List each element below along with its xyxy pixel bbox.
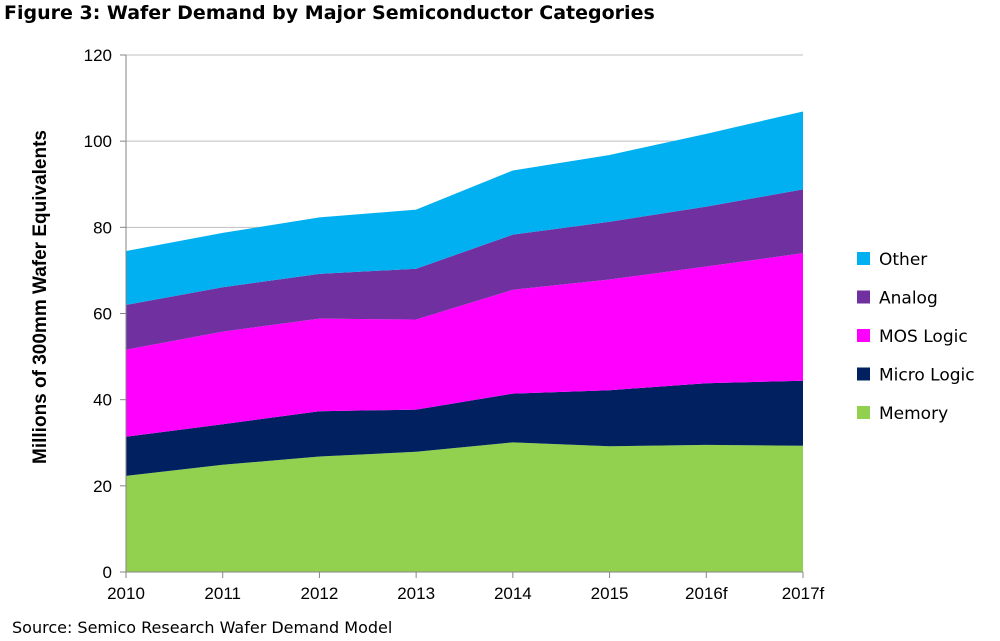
- y-tick-label: 0: [103, 563, 112, 582]
- x-tick-label: 2015: [591, 584, 629, 603]
- stacked-areas: [126, 111, 803, 572]
- legend-swatch: [857, 406, 870, 419]
- legend-label: Other: [879, 250, 927, 270]
- area-analog: [126, 189, 803, 350]
- x-tick-label: 2016f: [685, 584, 728, 603]
- source-note: Source: Semico Research Wafer Demand Mod…: [12, 618, 393, 637]
- x-tick-label: 2011: [204, 584, 241, 603]
- legend-swatch: [857, 252, 870, 265]
- y-tick-label: 60: [93, 305, 112, 324]
- legend-item-analog: Analog: [857, 289, 938, 309]
- legend-item-other: Other: [857, 250, 927, 270]
- legend-item-micro-logic: Micro Logic: [857, 366, 975, 386]
- x-tick-label: 2012: [301, 584, 339, 603]
- legend-label: Micro Logic: [879, 366, 975, 386]
- x-tick-label: 2017f: [782, 584, 825, 603]
- x-axis-ticks: 2010 2011 2012 2013 2014 2015 2016f 2017f: [107, 584, 824, 603]
- legend-label: MOS Logic: [879, 327, 968, 347]
- legend-swatch: [857, 329, 870, 342]
- y-axis-ticks: 0 20 40 60 80 100 120: [84, 46, 112, 582]
- area-mos-logic: [126, 253, 803, 437]
- y-tick-label: 80: [93, 218, 112, 237]
- chart-title: Figure 3: Wafer Demand by Major Semicond…: [4, 2, 655, 24]
- axes: [120, 54, 804, 578]
- y-tick-label: 20: [93, 477, 112, 496]
- y-tick-label: 40: [93, 391, 112, 410]
- x-tick-label: 2014: [494, 584, 532, 603]
- y-tick-label: 120: [84, 46, 112, 65]
- legend-item-memory: Memory: [857, 404, 948, 424]
- legend: Other Analog MOS Logic Micro Logic Memory: [857, 250, 975, 424]
- area-micro-logic: [126, 380, 803, 476]
- legend-label: Analog: [879, 289, 938, 309]
- legend-swatch: [857, 367, 870, 381]
- x-tick-label: 2010: [107, 584, 145, 603]
- area-memory: [126, 442, 803, 572]
- y-tick-label: 100: [84, 132, 112, 151]
- legend-item-mos-logic: MOS Logic: [857, 327, 968, 347]
- legend-label: Memory: [879, 404, 948, 424]
- x-tick-label: 2013: [397, 584, 435, 603]
- y-axis-label: Millions of 300mm Wafer Equivalents: [30, 130, 51, 464]
- legend-swatch: [857, 290, 870, 304]
- area-other: [126, 111, 803, 305]
